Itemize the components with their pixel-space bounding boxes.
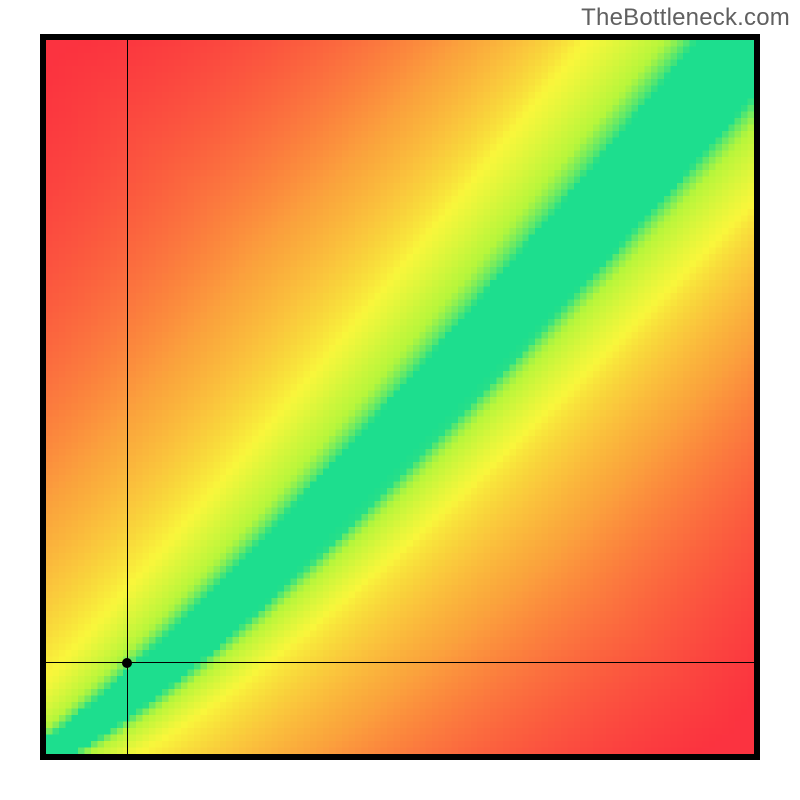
- chart-container: TheBottleneck.com: [0, 0, 800, 800]
- heatmap-canvas: [46, 40, 754, 754]
- crosshair-horizontal: [46, 662, 754, 663]
- crosshair-vertical: [127, 40, 128, 754]
- marker-dot: [122, 658, 132, 668]
- watermark-text: TheBottleneck.com: [581, 4, 790, 32]
- plot-area: [46, 40, 754, 754]
